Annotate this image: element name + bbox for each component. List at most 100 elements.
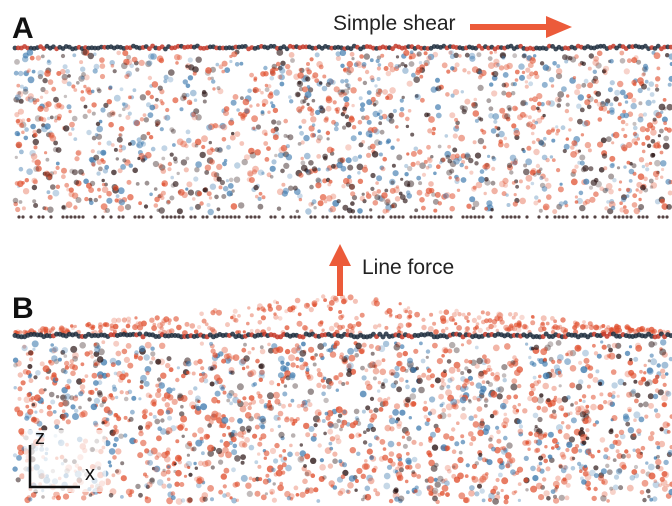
grain <box>41 125 48 132</box>
grain <box>248 406 252 410</box>
grain <box>337 215 340 218</box>
grain <box>326 195 332 201</box>
grain <box>223 441 230 448</box>
grain <box>338 491 343 496</box>
grain <box>310 116 316 122</box>
grain <box>198 461 203 466</box>
grain <box>649 162 652 165</box>
grain <box>361 140 365 144</box>
grain <box>435 481 441 487</box>
grain <box>617 81 623 87</box>
grain <box>469 215 472 218</box>
grain <box>374 129 380 135</box>
grain <box>424 51 428 55</box>
grain <box>513 312 518 317</box>
grain <box>505 193 508 196</box>
grain <box>122 349 128 355</box>
grain <box>655 76 660 81</box>
grain <box>169 367 174 372</box>
grain <box>609 102 613 106</box>
grain <box>558 405 564 411</box>
grain <box>640 469 645 474</box>
grain <box>418 387 425 394</box>
grain <box>570 403 574 407</box>
grain <box>230 135 236 141</box>
grain <box>426 356 429 359</box>
grain <box>461 343 464 346</box>
grain <box>217 86 221 90</box>
grain <box>477 315 482 320</box>
grain <box>27 364 32 369</box>
grain <box>286 69 292 75</box>
grain <box>348 294 354 300</box>
grain <box>580 161 585 166</box>
grain <box>197 191 202 196</box>
grain <box>223 391 227 395</box>
grain <box>396 453 402 459</box>
grain <box>317 135 323 141</box>
panel-label: B <box>12 292 34 325</box>
grain <box>384 473 391 480</box>
grain <box>317 168 321 172</box>
arrow-head <box>329 244 351 266</box>
grain <box>35 115 42 122</box>
grain <box>278 372 284 378</box>
grain <box>582 400 585 403</box>
grain <box>379 116 383 120</box>
grain <box>591 395 596 400</box>
grain <box>109 86 113 90</box>
grain <box>530 383 535 388</box>
grain <box>609 444 615 450</box>
grain <box>297 215 300 218</box>
grain <box>654 160 661 167</box>
grain <box>316 177 321 182</box>
grain <box>74 180 79 185</box>
grain <box>393 215 396 218</box>
grain <box>522 150 525 153</box>
grain <box>601 215 604 218</box>
grain <box>139 385 143 389</box>
grain <box>638 173 645 180</box>
grain <box>653 110 659 116</box>
grain <box>56 166 60 170</box>
grain <box>246 365 249 368</box>
grain <box>175 378 179 382</box>
grain <box>195 161 202 168</box>
grain <box>534 74 539 79</box>
grain <box>484 180 490 186</box>
grain <box>411 367 417 373</box>
grain <box>98 374 103 379</box>
grain <box>176 325 182 331</box>
grain <box>86 87 92 93</box>
grain <box>174 159 178 163</box>
grain <box>417 215 420 218</box>
grain <box>221 124 227 130</box>
grain <box>168 69 175 76</box>
grain <box>559 201 564 206</box>
grain <box>165 108 169 112</box>
grain <box>579 469 583 473</box>
grain <box>402 96 405 99</box>
grain <box>254 77 258 81</box>
grain <box>147 132 151 136</box>
grain <box>646 489 651 494</box>
grain <box>97 345 101 349</box>
grain <box>72 413 79 420</box>
grain <box>421 325 426 330</box>
grain <box>365 70 369 74</box>
grain <box>195 440 202 447</box>
grain <box>404 172 408 176</box>
grain <box>461 177 467 183</box>
grain <box>595 91 601 97</box>
grain <box>565 215 568 218</box>
grain <box>334 86 340 92</box>
grain <box>421 215 424 218</box>
grain <box>358 179 363 184</box>
grain <box>560 452 566 458</box>
grain <box>74 325 77 328</box>
grain <box>360 102 365 107</box>
grain <box>18 397 22 401</box>
grain <box>167 416 172 421</box>
grain <box>192 447 197 452</box>
grain <box>244 437 250 443</box>
